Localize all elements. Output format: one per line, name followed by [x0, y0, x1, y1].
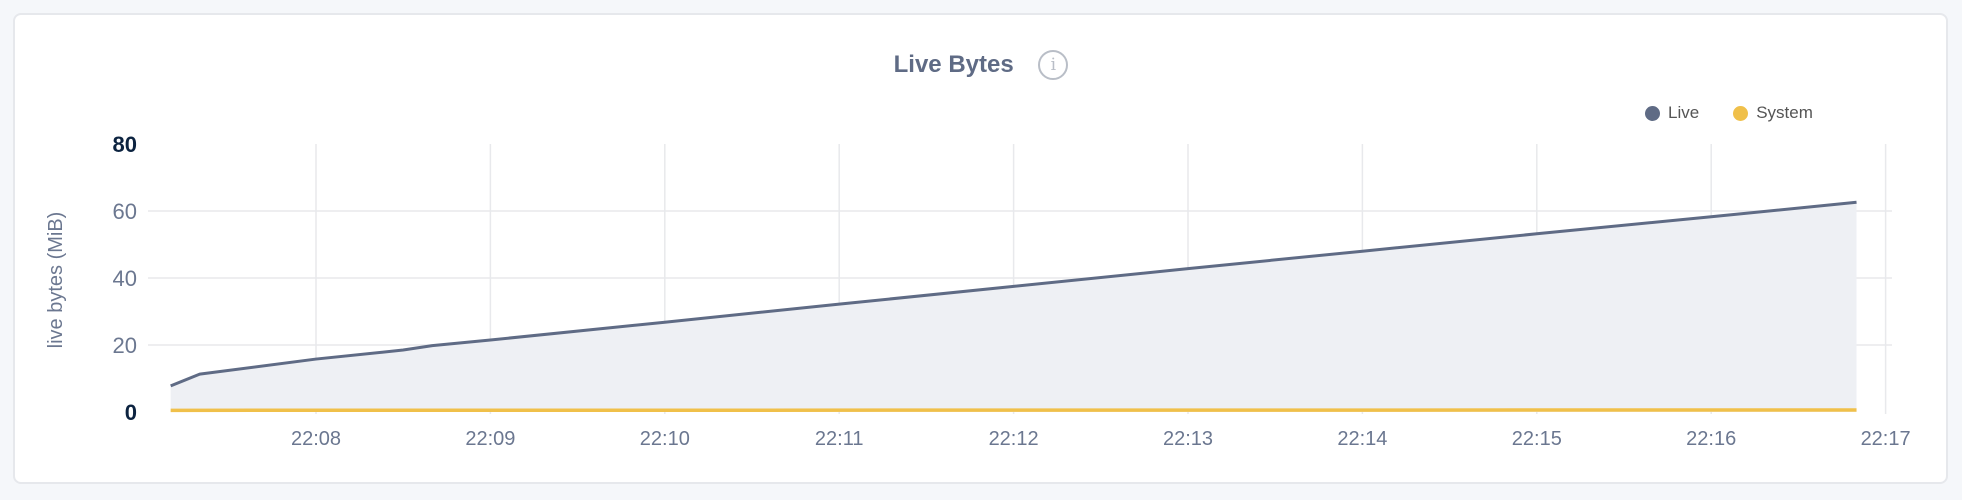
y-tick-label: 40 [113, 266, 137, 291]
x-tick-label: 22:10 [640, 428, 690, 450]
x-tick-label: 22:08 [291, 428, 341, 450]
legend-item-live[interactable]: Live [1645, 103, 1699, 123]
x-tick-label: 22:17 [1861, 428, 1911, 450]
y-tick-label: 0 [125, 400, 137, 425]
y-tick-label: 60 [113, 199, 137, 224]
legend-label-live: Live [1668, 103, 1700, 122]
x-tick-label: 22:15 [1512, 428, 1562, 450]
y-tick-label: 80 [113, 132, 137, 157]
x-tick-label: 22:11 [815, 428, 864, 450]
legend-dot-system [1733, 105, 1749, 121]
x-tick-label: 22:14 [1337, 428, 1387, 450]
x-tick-label: 22:13 [1163, 428, 1213, 450]
x-tick-label: 22:12 [989, 428, 1039, 450]
chart-title: Live Bytes i [0, 50, 1962, 80]
legend: Live System [1645, 103, 1813, 123]
legend-label-system: System [1756, 103, 1813, 122]
info-circle-icon[interactable]: i [1038, 50, 1069, 80]
chart-title-text: Live Bytes [893, 51, 1014, 78]
x-tick-label: 22:16 [1686, 428, 1736, 450]
series-line-live [170, 200, 1857, 388]
y-axis-label: live bytes (MiB) [45, 212, 67, 349]
series-area-live [170, 202, 1857, 412]
legend-dot-live [1645, 105, 1660, 121]
legend-item-system[interactable]: System [1733, 103, 1813, 123]
x-tick-label: 22:09 [465, 428, 515, 450]
y-tick-label: 20 [113, 333, 137, 358]
